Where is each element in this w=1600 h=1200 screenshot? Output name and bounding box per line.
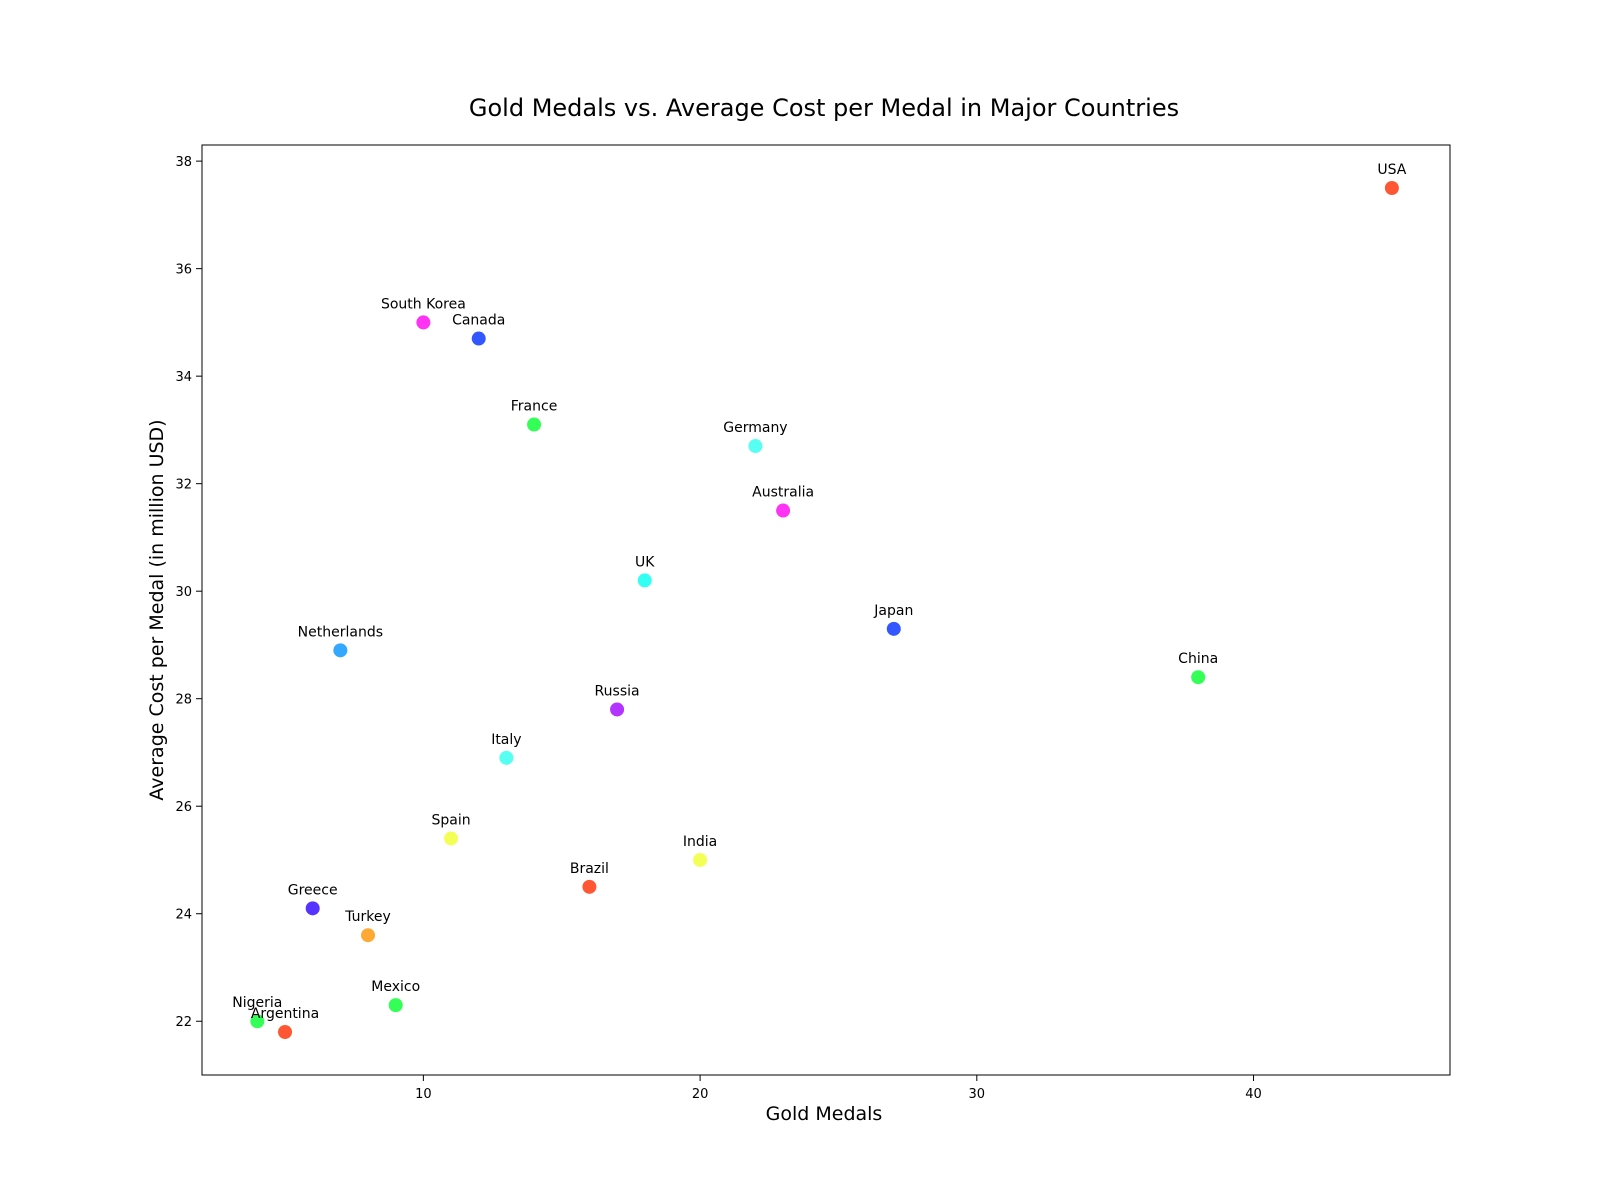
data-point: [527, 417, 542, 432]
y-tick-label: 28: [175, 693, 192, 708]
y-axis: 22 24 26 28 30 32 34 36 38: [175, 155, 202, 1030]
data-point-label: Turkey: [344, 909, 391, 925]
data-point: [250, 1014, 265, 1029]
data-point-label: Mexico: [371, 979, 420, 995]
data-point: [416, 315, 431, 330]
data-points: [250, 181, 1399, 1039]
data-point-label: Greece: [288, 882, 338, 898]
point-labels: USA China Japan Germany UK France Australia Ita…: [232, 162, 1406, 1022]
data-point: [582, 879, 597, 894]
data-point: [637, 573, 652, 588]
data-point: [471, 331, 486, 346]
x-axis: 10 20 30 40: [415, 1075, 1262, 1102]
data-point-label: Canada: [452, 313, 505, 329]
data-point-label: China: [1178, 651, 1218, 667]
data-point-label: France: [511, 399, 558, 415]
data-point: [1384, 181, 1399, 196]
data-point-label: Argentina: [251, 1006, 319, 1022]
x-tick-label: 20: [692, 1087, 709, 1102]
data-point-label: Russia: [595, 683, 640, 699]
y-tick-label: 22: [175, 1015, 192, 1030]
chart-title: Gold Medals vs. Average Cost per Medal i…: [469, 94, 1179, 122]
data-point-label: Netherlands: [298, 624, 383, 640]
data-point: [305, 901, 320, 916]
data-point-label: Australia: [752, 485, 814, 501]
data-point-label: India: [683, 834, 717, 850]
x-tick-label: 40: [1245, 1087, 1262, 1102]
data-point: [444, 831, 459, 846]
data-point: [693, 852, 708, 867]
data-point-label: UK: [635, 554, 655, 570]
y-tick-label: 32: [175, 478, 192, 493]
y-tick-label: 38: [175, 155, 192, 170]
data-point-label: Germany: [723, 420, 787, 436]
plot-area-frame: [201, 144, 1451, 1076]
data-point: [776, 503, 791, 518]
y-tick-label: 24: [175, 908, 192, 923]
data-point: [499, 750, 514, 765]
y-tick-label: 36: [175, 263, 192, 278]
data-point-label: Brazil: [570, 861, 609, 877]
data-point-label: USA: [1377, 162, 1406, 178]
x-tick-label: 10: [415, 1087, 432, 1102]
data-point-label: Nigeria: [232, 995, 282, 1011]
data-point-label: Italy: [491, 732, 521, 748]
data-point: [388, 998, 403, 1013]
data-point: [278, 1024, 293, 1039]
data-point-label: Japan: [873, 603, 913, 619]
data-point: [333, 643, 348, 658]
data-point: [1191, 670, 1206, 685]
data-point: [748, 439, 763, 454]
data-point: [610, 702, 625, 717]
y-tick-label: 26: [175, 800, 192, 815]
y-tick-label: 34: [175, 370, 192, 385]
data-point-label: Spain: [431, 812, 470, 828]
data-point: [886, 621, 901, 636]
data-point-label: South Korea: [381, 296, 466, 312]
y-tick-label: 30: [175, 585, 192, 600]
y-axis-label: Average Cost per Medal (in million USD): [146, 419, 168, 800]
data-point: [361, 928, 376, 943]
x-axis-label: Gold Medals: [766, 1103, 883, 1125]
x-tick-label: 30: [969, 1087, 986, 1102]
